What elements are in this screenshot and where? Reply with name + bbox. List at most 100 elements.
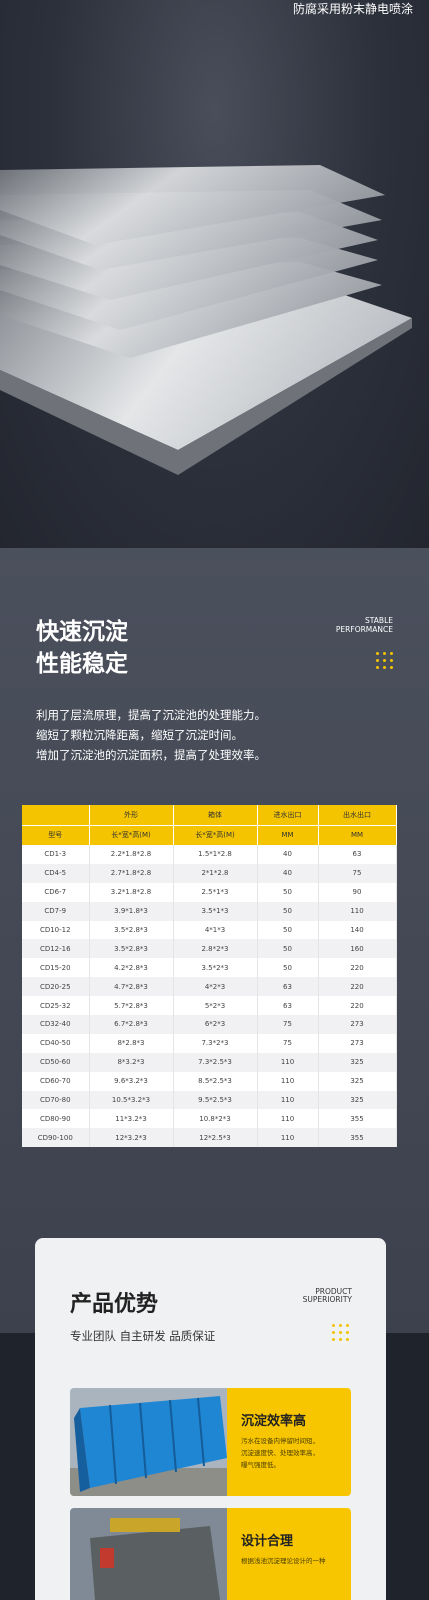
en-line: PRODUCT	[315, 1287, 352, 1296]
table-row: CD60-70 9.6*3.2*3 8.5*2.5*3 110 325	[22, 1071, 397, 1091]
table-cell: 110	[257, 1128, 319, 1148]
table-cell: CD25-32	[22, 996, 90, 1016]
feature-panel: 沉淀效率高 污水在设备内停留时间短， 沉淀速度快、处理效率高， 曝气强度低。	[227, 1388, 351, 1496]
text-line: 增加了沉淀池的沉淀面积，提高了处理效率。	[36, 748, 266, 762]
table-cell: 6.7*2.8*3	[89, 1015, 174, 1034]
table-cell: 12*3.2*3	[89, 1128, 174, 1148]
table-cell: 3.9*1.8*3	[89, 901, 174, 921]
text-line: 曝气强度低。	[241, 1461, 280, 1469]
table-cell: CD80-90	[22, 1109, 90, 1129]
en-line: STABLE	[365, 616, 393, 625]
text-line: 缩短了颗粒沉降距离，缩短了沉淀时间。	[36, 728, 243, 742]
table-row: CD80-90 11*3.2*3 10.8*2*3 110 355	[22, 1109, 397, 1129]
table-row: CD15-20 4.2*2.8*3 3.5*2*3 50 220	[22, 958, 397, 978]
feature-card: 设计合理 根据浅池沉淀理论设计的一种	[70, 1508, 351, 1600]
table-cell: 75	[257, 1015, 319, 1034]
table-cell: 325	[318, 1090, 397, 1110]
table-row: CD7-9 3.9*1.8*3 3.5*1*3 50 110	[22, 901, 397, 921]
table-cell: CD15-20	[22, 958, 90, 978]
table-cell: 40	[257, 845, 319, 864]
table-cell: 325	[318, 1071, 397, 1091]
header-cell: 出水出口	[318, 805, 397, 826]
feature-title: 设计合理	[241, 1534, 294, 1549]
table-cell: 110	[257, 1071, 319, 1091]
table-cell: 3.5*1*3	[173, 901, 258, 921]
table-cell: CD90-100	[22, 1128, 90, 1148]
table-cell: 5*2*3	[173, 996, 258, 1016]
table-cell: CD32-40	[22, 1015, 90, 1034]
table-cell: 2.2*1.8*2.8	[89, 845, 174, 864]
table-cell: 273	[318, 1033, 397, 1053]
feature-text: 根据浅池沉淀理论设计的一种	[241, 1555, 351, 1567]
table-cell: 110	[257, 1090, 319, 1110]
table-cell: 50	[257, 882, 319, 902]
hero-section: 防腐采用粉末静电喷涂	[0, 0, 429, 548]
table-cell: 7.3*2*3	[173, 1033, 258, 1053]
header-cell: MM	[257, 825, 319, 845]
header-cell: 长*宽*高(M)	[173, 825, 258, 845]
table-cell: 9.5*2.5*3	[173, 1090, 258, 1110]
header-row: 外形 箱体 进水出口 出水出口	[22, 805, 397, 826]
table-cell: 2*1*2.8	[173, 863, 258, 883]
table-cell: 220	[318, 977, 397, 997]
table-body: 外形 箱体 进水出口 出水出口 型号 长*宽*高(M) 长*宽*高(M) MM MM CD1-…	[22, 805, 397, 1148]
table-cell: 8.5*2.5*3	[173, 1071, 258, 1091]
en-title: PRODUCT SUPERIORITY	[303, 1288, 352, 1304]
paragraph: 利用了层流原理，提高了沉淀池的处理能力。 缩短了颗粒沉降距离，缩短了沉淀时间。 …	[36, 705, 266, 765]
table-row: CD6-7 3.2*1.8*2.8 2.5*1*3 50 90	[22, 882, 397, 902]
equipment-photo	[70, 1508, 227, 1600]
feature-title: 沉淀效率高	[241, 1414, 307, 1429]
table-row: CD90-100 12*3.2*3 12*2.5*3 110 355	[22, 1128, 397, 1148]
header-cell: 外形	[89, 805, 174, 826]
table-cell: 273	[318, 1015, 397, 1034]
section-title: 快速沉淀 性能稳定	[36, 616, 128, 680]
text-line: 根据浅池沉淀理论设计的一种	[241, 1557, 326, 1565]
table-cell: 90	[318, 882, 397, 902]
table-cell: 8*2.8*3	[89, 1033, 174, 1053]
table-cell: 355	[318, 1128, 397, 1148]
table-cell: CD4-5	[22, 863, 90, 883]
header-row: 型号 长*宽*高(M) 长*宽*高(M) MM MM	[22, 825, 397, 845]
table-cell: CD70-80	[22, 1090, 90, 1110]
table-cell: 4*2*3	[173, 977, 258, 997]
table-cell: 3.5*2.8*3	[89, 920, 174, 940]
title-line: 快速沉淀	[36, 619, 128, 645]
table-cell: 110	[257, 1109, 319, 1129]
table-cell: 50	[257, 939, 319, 959]
table-cell: 75	[257, 1033, 319, 1053]
text-line: 污水在设备内停留时间短，	[241, 1437, 319, 1445]
table-cell: 3.5*2.8*3	[89, 939, 174, 959]
table-cell: 10.5*3.2*3	[89, 1090, 174, 1110]
table-cell: 7.3*2.5*3	[173, 1052, 258, 1072]
table-cell: 110	[257, 1052, 319, 1072]
table-cell: 4*1*3	[173, 920, 258, 940]
table-row: CD1-3 2.2*1.8*2.8 1.5*1*2.8 40 63	[22, 845, 397, 864]
header-cell: 型号	[22, 825, 90, 845]
feature-card: 沉淀效率高 污水在设备内停留时间短， 沉淀速度快、处理效率高， 曝气强度低。	[70, 1388, 351, 1496]
text-line: 沉淀速度快、处理效率高，	[241, 1449, 319, 1457]
table-row: CD70-80 10.5*3.2*3 9.5*2.5*3 110 325	[22, 1090, 397, 1110]
table-cell: 4.7*2.8*3	[89, 977, 174, 997]
table-cell: 2.8*2*3	[173, 939, 258, 959]
table-cell: 63	[257, 977, 319, 997]
table-cell: CD12-16	[22, 939, 90, 959]
table-cell: 1.5*1*2.8	[173, 845, 258, 864]
table-cell: 4.2*2.8*3	[89, 958, 174, 978]
header-cell	[22, 805, 90, 826]
table-cell: CD10-12	[22, 920, 90, 940]
table-cell: CD50-60	[22, 1052, 90, 1072]
table-cell: 63	[257, 996, 319, 1016]
table-cell: 3.2*1.8*2.8	[89, 882, 174, 902]
table-cell: 63	[318, 845, 397, 864]
equipment-photo	[70, 1388, 227, 1496]
table-row: CD32-40 6.7*2.8*3 6*2*3 75 273	[22, 1015, 397, 1034]
table-row: CD25-32 5.7*2.8*3 5*2*3 63 220	[22, 996, 397, 1016]
table-row: CD50-60 8*3.2*3 7.3*2.5*3 110 325	[22, 1052, 397, 1072]
title-line: 性能稳定	[36, 651, 128, 677]
table-row: CD4-5 2.7*1.8*2.8 2*1*2.8 40 75	[22, 863, 397, 883]
table-cell: 6*2*3	[173, 1015, 258, 1034]
text-line: 利用了层流原理，提高了沉淀池的处理能力。	[36, 708, 266, 722]
table-cell: 355	[318, 1109, 397, 1129]
table-cell: 50	[257, 901, 319, 921]
